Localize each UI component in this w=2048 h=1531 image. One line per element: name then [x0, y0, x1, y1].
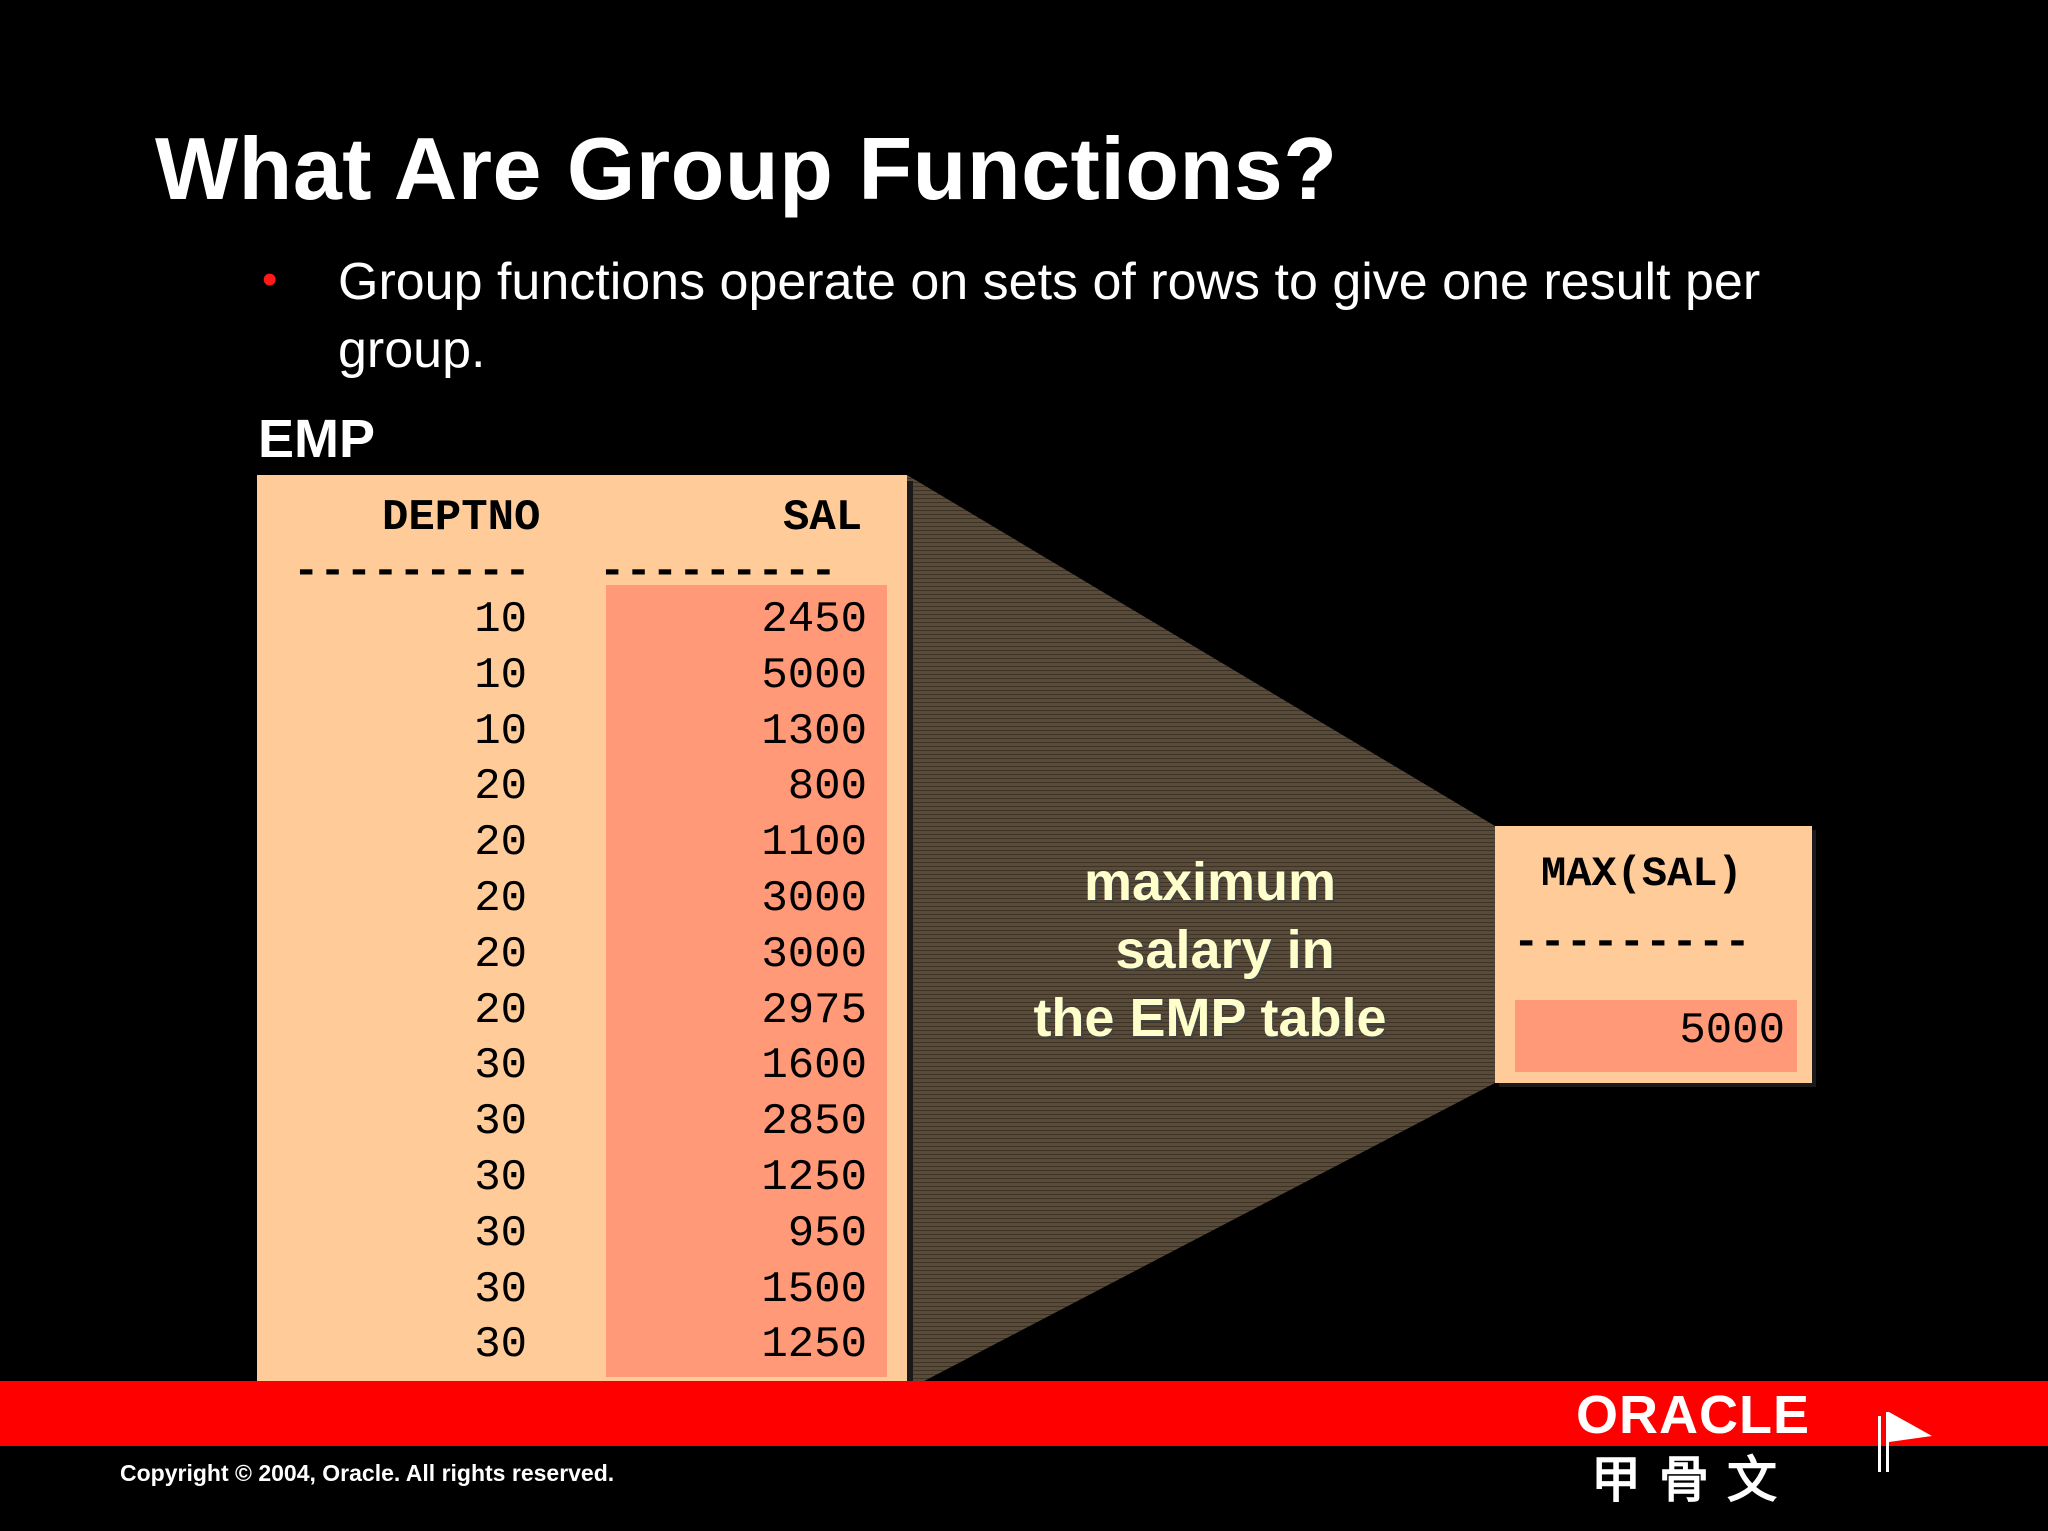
sal-cell: 5000: [761, 650, 867, 701]
deptno-cell: 30: [474, 1264, 527, 1315]
sal-cell: 2975: [761, 985, 867, 1036]
emp-table: DEPTNO SAL --------- --------- 10 2450 10 5…: [257, 475, 907, 1390]
table-name: EMP: [258, 409, 376, 469]
deptno-cell: 30: [474, 1041, 527, 1092]
slide-title: What Are Group Functions?: [155, 119, 1338, 218]
deptno-cell: 30: [474, 1153, 527, 1203]
result-table: MAX(SAL) --------- 5000: [1495, 826, 1812, 1083]
sal-cell: 1100: [761, 818, 867, 869]
deptno-cell: 10: [474, 595, 527, 645]
deptno-cell: 30: [474, 1208, 527, 1259]
sal-cell: 3000: [761, 874, 867, 924]
sal-divider: ---------: [599, 547, 837, 597]
navigation-arrow-icon[interactable]: [1876, 1410, 1936, 1474]
sal-column-highlight: [606, 585, 887, 1377]
deptno-cell: 10: [474, 650, 527, 701]
sal-cell: 1250: [761, 1153, 867, 1203]
sal-cell: 2850: [761, 1097, 867, 1148]
result-header: MAX(SAL): [1541, 850, 1743, 898]
deptno-cell: 30: [474, 1097, 527, 1148]
sal-cell: 950: [787, 1208, 867, 1259]
result-divider: ---------: [1513, 918, 1751, 968]
sal-header: SAL: [783, 493, 863, 543]
oracle-chinese-logo: 甲骨文: [1591, 1452, 1795, 1508]
bullet-marker: •: [262, 255, 278, 304]
deptno-cell: 20: [474, 818, 527, 869]
result-value: 5000: [1679, 1006, 1785, 1056]
caption-line-1: maximum: [1083, 852, 1337, 912]
oracle-logo: ORACLE: [1548, 1384, 1838, 1446]
sal-cell: 1250: [761, 1320, 867, 1371]
sal-cell: 1500: [761, 1264, 867, 1315]
sal-cell: 2450: [761, 595, 867, 645]
sal-cell: 800: [787, 762, 867, 813]
bullet-text: Group functions operate on sets of rows …: [338, 253, 1761, 379]
caption-line-2: salary in: [1115, 920, 1335, 980]
deptno-header: DEPTNO: [382, 493, 541, 543]
deptno-cell: 20: [474, 874, 527, 924]
deptno-cell: 20: [474, 762, 527, 813]
caption: maximum salary in the EMP table: [985, 848, 1435, 1052]
deptno-divider: ---------: [293, 547, 531, 597]
copyright-text: Copyright © 2004, Oracle. All rights res…: [120, 1460, 615, 1486]
deptno-cell: 30: [474, 1320, 527, 1371]
deptno-cell: 10: [474, 706, 527, 757]
sal-cell: 3000: [761, 929, 867, 980]
deptno-cell: 20: [474, 929, 527, 980]
deptno-cell: 20: [474, 985, 527, 1036]
sal-cell: 1300: [761, 706, 867, 757]
result-highlight: [1515, 1000, 1797, 1072]
caption-line-3: the EMP table: [1033, 988, 1387, 1048]
sal-cell: 1600: [761, 1041, 867, 1092]
